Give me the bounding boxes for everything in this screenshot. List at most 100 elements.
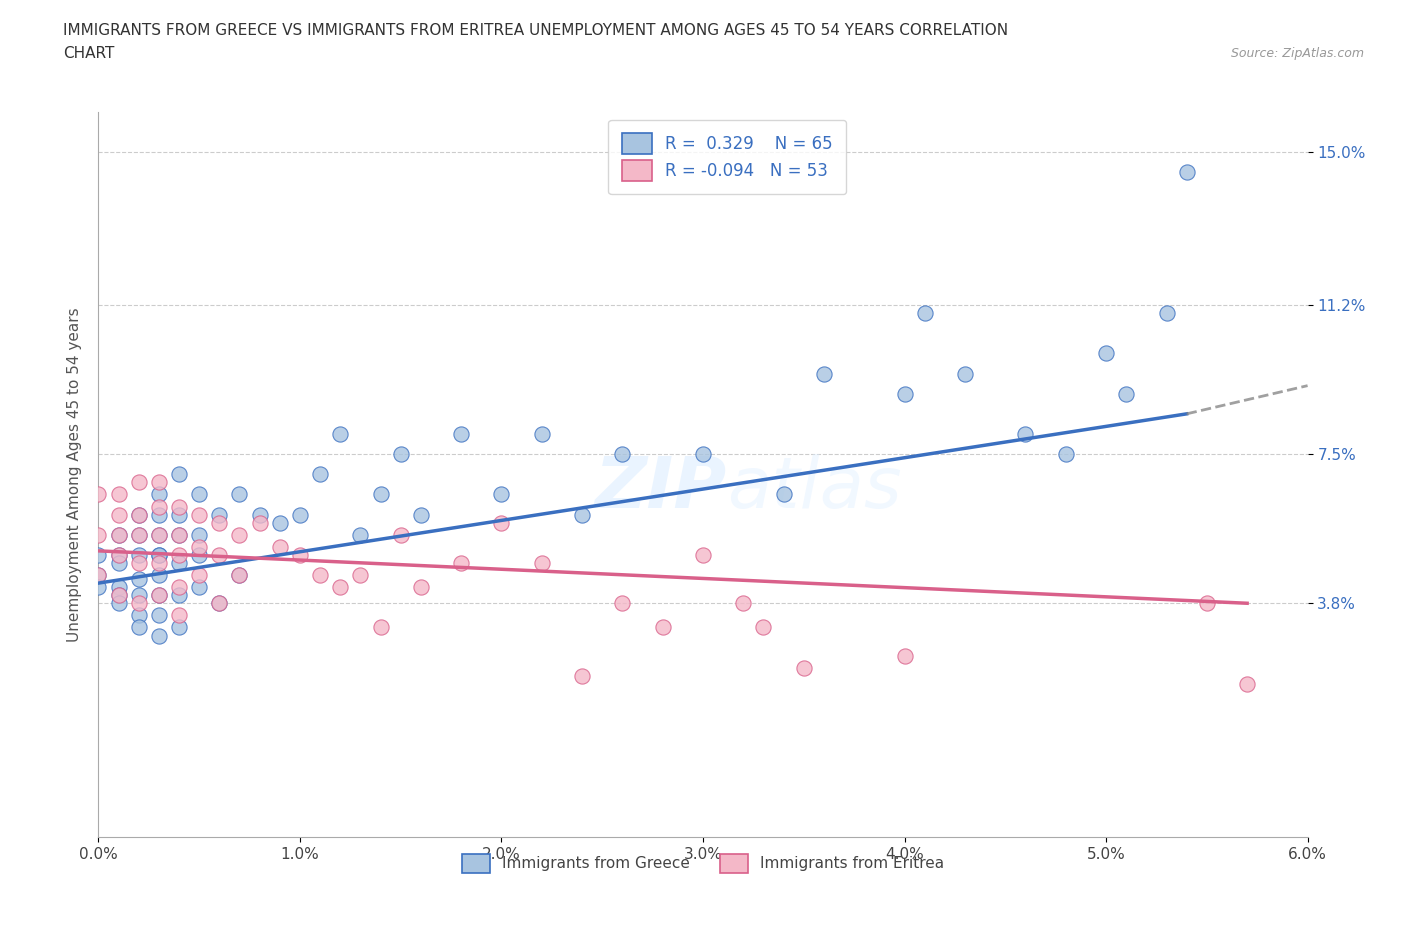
- Point: [269, 515, 291, 530]
- Point: [148, 548, 170, 563]
- Point: [188, 548, 211, 563]
- Point: [188, 487, 211, 502]
- Point: [249, 515, 271, 530]
- Point: [1054, 446, 1077, 461]
- Point: [349, 527, 371, 542]
- Point: [893, 648, 915, 663]
- Point: [128, 527, 150, 542]
- Point: [148, 555, 170, 570]
- Point: [1236, 676, 1258, 691]
- Point: [87, 567, 110, 582]
- Point: [1014, 427, 1036, 442]
- Point: [128, 608, 150, 623]
- Point: [329, 427, 352, 442]
- Point: [450, 427, 472, 442]
- Point: [167, 548, 190, 563]
- Point: [692, 548, 714, 563]
- Point: [128, 475, 150, 490]
- Point: [167, 608, 190, 623]
- Point: [167, 555, 190, 570]
- Point: [228, 567, 250, 582]
- Point: [793, 660, 815, 675]
- Point: [128, 596, 150, 611]
- Legend: Immigrants from Greece, Immigrants from Eritrea: Immigrants from Greece, Immigrants from …: [454, 846, 952, 880]
- Point: [107, 588, 129, 603]
- Point: [87, 527, 110, 542]
- Point: [107, 527, 129, 542]
- Point: [329, 579, 352, 594]
- Point: [87, 567, 110, 582]
- Point: [107, 555, 129, 570]
- Point: [107, 588, 129, 603]
- Point: [309, 467, 332, 482]
- Point: [288, 507, 311, 522]
- Point: [128, 555, 150, 570]
- Point: [167, 579, 190, 594]
- Point: [107, 527, 129, 542]
- Point: [349, 567, 371, 582]
- Point: [148, 527, 170, 542]
- Point: [167, 499, 190, 514]
- Point: [128, 527, 150, 542]
- Point: [87, 548, 110, 563]
- Point: [450, 555, 472, 570]
- Point: [208, 507, 231, 522]
- Point: [107, 487, 129, 502]
- Point: [612, 446, 634, 461]
- Point: [167, 620, 190, 635]
- Point: [389, 527, 412, 542]
- Point: [148, 588, 170, 603]
- Point: [148, 628, 170, 643]
- Point: [733, 596, 755, 611]
- Point: [530, 427, 553, 442]
- Point: [409, 579, 432, 594]
- Point: [167, 467, 190, 482]
- Point: [167, 588, 190, 603]
- Point: [128, 507, 150, 522]
- Y-axis label: Unemployment Among Ages 45 to 54 years: Unemployment Among Ages 45 to 54 years: [66, 307, 82, 642]
- Point: [208, 548, 231, 563]
- Point: [148, 567, 170, 582]
- Point: [389, 446, 412, 461]
- Point: [87, 579, 110, 594]
- Point: [228, 527, 250, 542]
- Point: [148, 548, 170, 563]
- Point: [87, 487, 110, 502]
- Point: [188, 507, 211, 522]
- Point: [148, 507, 170, 522]
- Point: [228, 487, 250, 502]
- Point: [167, 507, 190, 522]
- Point: [188, 539, 211, 554]
- Point: [228, 567, 250, 582]
- Point: [370, 620, 392, 635]
- Point: [752, 620, 775, 635]
- Point: [188, 579, 211, 594]
- Point: [208, 596, 231, 611]
- Point: [914, 306, 936, 321]
- Point: [188, 567, 211, 582]
- Point: [491, 487, 513, 502]
- Point: [167, 527, 190, 542]
- Text: IMMIGRANTS FROM GREECE VS IMMIGRANTS FROM ERITREA UNEMPLOYMENT AMONG AGES 45 TO : IMMIGRANTS FROM GREECE VS IMMIGRANTS FRO…: [63, 23, 1008, 38]
- Point: [1115, 386, 1137, 401]
- Point: [772, 487, 794, 502]
- Point: [813, 366, 835, 381]
- Point: [107, 548, 129, 563]
- Point: [571, 669, 593, 684]
- Point: [128, 507, 150, 522]
- Point: [148, 588, 170, 603]
- Point: [107, 596, 129, 611]
- Point: [208, 515, 231, 530]
- Point: [530, 555, 553, 570]
- Point: [188, 527, 211, 542]
- Point: [167, 527, 190, 542]
- Point: [692, 446, 714, 461]
- Point: [148, 527, 170, 542]
- Point: [128, 620, 150, 635]
- Point: [893, 386, 915, 401]
- Point: [148, 499, 170, 514]
- Point: [651, 620, 673, 635]
- Point: [409, 507, 432, 522]
- Point: [953, 366, 976, 381]
- Point: [1156, 306, 1178, 321]
